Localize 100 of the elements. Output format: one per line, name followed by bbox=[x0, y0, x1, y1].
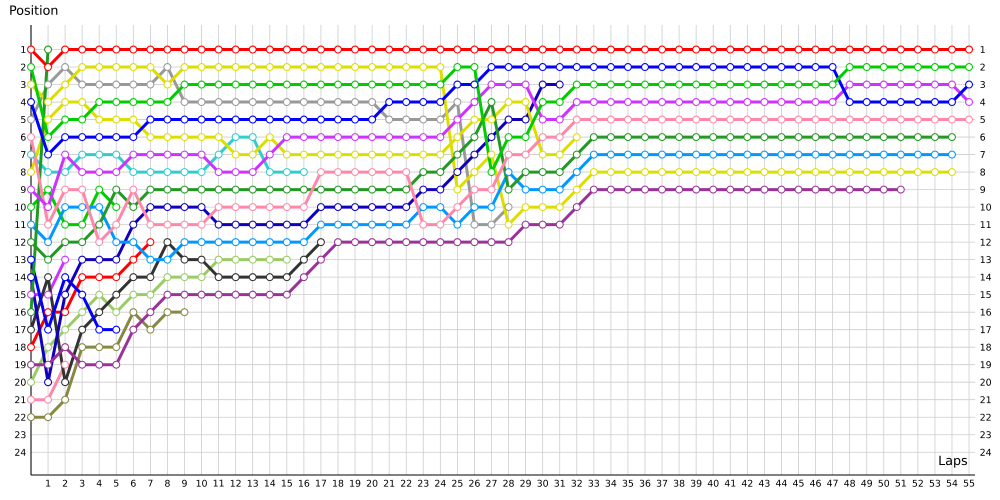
point bbox=[402, 133, 410, 142]
point bbox=[316, 150, 325, 159]
point bbox=[198, 186, 206, 194]
point bbox=[880, 63, 888, 72]
point bbox=[351, 220, 360, 229]
point bbox=[487, 203, 496, 212]
point bbox=[914, 150, 922, 159]
point bbox=[470, 220, 478, 229]
point bbox=[436, 80, 444, 89]
point bbox=[198, 46, 206, 54]
point bbox=[248, 116, 257, 124]
x-tick-label: 41 bbox=[724, 480, 736, 487]
x-tick-label: 21 bbox=[384, 480, 394, 487]
point bbox=[316, 63, 325, 72]
point bbox=[453, 116, 462, 124]
point bbox=[914, 46, 922, 54]
point bbox=[180, 238, 188, 246]
point bbox=[44, 220, 52, 229]
point bbox=[606, 116, 615, 124]
point bbox=[61, 378, 70, 386]
point bbox=[112, 133, 120, 142]
point bbox=[385, 63, 394, 72]
point bbox=[709, 80, 718, 89]
point bbox=[794, 116, 802, 124]
point bbox=[522, 168, 530, 176]
point bbox=[232, 133, 240, 142]
x-tick-label: 36 bbox=[640, 480, 650, 487]
point bbox=[266, 203, 274, 212]
y-tick-label: 5 bbox=[21, 116, 26, 124]
point bbox=[44, 273, 52, 282]
y-tick-label: 3 bbox=[21, 81, 26, 88]
point bbox=[78, 80, 86, 89]
point bbox=[812, 186, 820, 194]
point bbox=[487, 98, 496, 106]
x-tick-label: 40 bbox=[708, 480, 719, 487]
point bbox=[368, 168, 376, 176]
point bbox=[777, 46, 786, 54]
point bbox=[828, 186, 837, 194]
point bbox=[419, 168, 428, 176]
point bbox=[419, 220, 428, 229]
point bbox=[640, 80, 649, 89]
point bbox=[914, 133, 922, 142]
point bbox=[61, 220, 70, 229]
point bbox=[248, 168, 257, 176]
point bbox=[316, 80, 325, 89]
x-tick-label: 11 bbox=[214, 480, 224, 487]
point bbox=[846, 186, 854, 194]
point bbox=[44, 378, 52, 386]
point bbox=[180, 80, 188, 89]
point bbox=[948, 63, 956, 72]
point bbox=[78, 98, 86, 106]
point bbox=[794, 168, 802, 176]
y-tick-label: 16 bbox=[15, 308, 26, 316]
point bbox=[112, 80, 120, 89]
point bbox=[180, 220, 188, 229]
point bbox=[248, 203, 257, 212]
y2-tick-label: 16 bbox=[980, 308, 992, 316]
y2-tick-label: 8 bbox=[980, 168, 986, 176]
point bbox=[556, 63, 564, 72]
point bbox=[232, 290, 240, 299]
point bbox=[436, 150, 444, 159]
point bbox=[316, 116, 325, 124]
point bbox=[44, 326, 52, 334]
point bbox=[266, 273, 274, 282]
y2-tick-label: 11 bbox=[980, 221, 991, 228]
point bbox=[129, 290, 138, 299]
point bbox=[368, 238, 376, 246]
point bbox=[112, 46, 120, 54]
x-tick-label: 37 bbox=[656, 480, 668, 487]
point bbox=[351, 133, 360, 142]
point bbox=[726, 150, 734, 159]
point bbox=[351, 203, 360, 212]
point bbox=[112, 98, 120, 106]
x-tick-label: 16 bbox=[298, 480, 310, 487]
point bbox=[368, 133, 376, 142]
point bbox=[146, 63, 154, 72]
point bbox=[862, 133, 871, 142]
point bbox=[266, 238, 274, 246]
point bbox=[78, 238, 86, 246]
point bbox=[709, 63, 718, 72]
point bbox=[78, 63, 86, 72]
point bbox=[930, 63, 939, 72]
x-tick-label: 10 bbox=[196, 480, 207, 487]
point bbox=[504, 150, 513, 159]
point bbox=[556, 168, 564, 176]
point bbox=[880, 133, 888, 142]
point bbox=[556, 80, 564, 89]
point bbox=[129, 203, 138, 212]
point bbox=[640, 168, 649, 176]
point bbox=[129, 150, 138, 159]
point bbox=[675, 116, 684, 124]
point bbox=[78, 133, 86, 142]
point bbox=[232, 63, 240, 72]
point bbox=[436, 98, 444, 106]
point bbox=[453, 150, 462, 159]
x-tick-label: 2 bbox=[62, 480, 68, 487]
point bbox=[385, 80, 394, 89]
point bbox=[198, 133, 206, 142]
point bbox=[180, 308, 188, 316]
point bbox=[487, 46, 496, 54]
